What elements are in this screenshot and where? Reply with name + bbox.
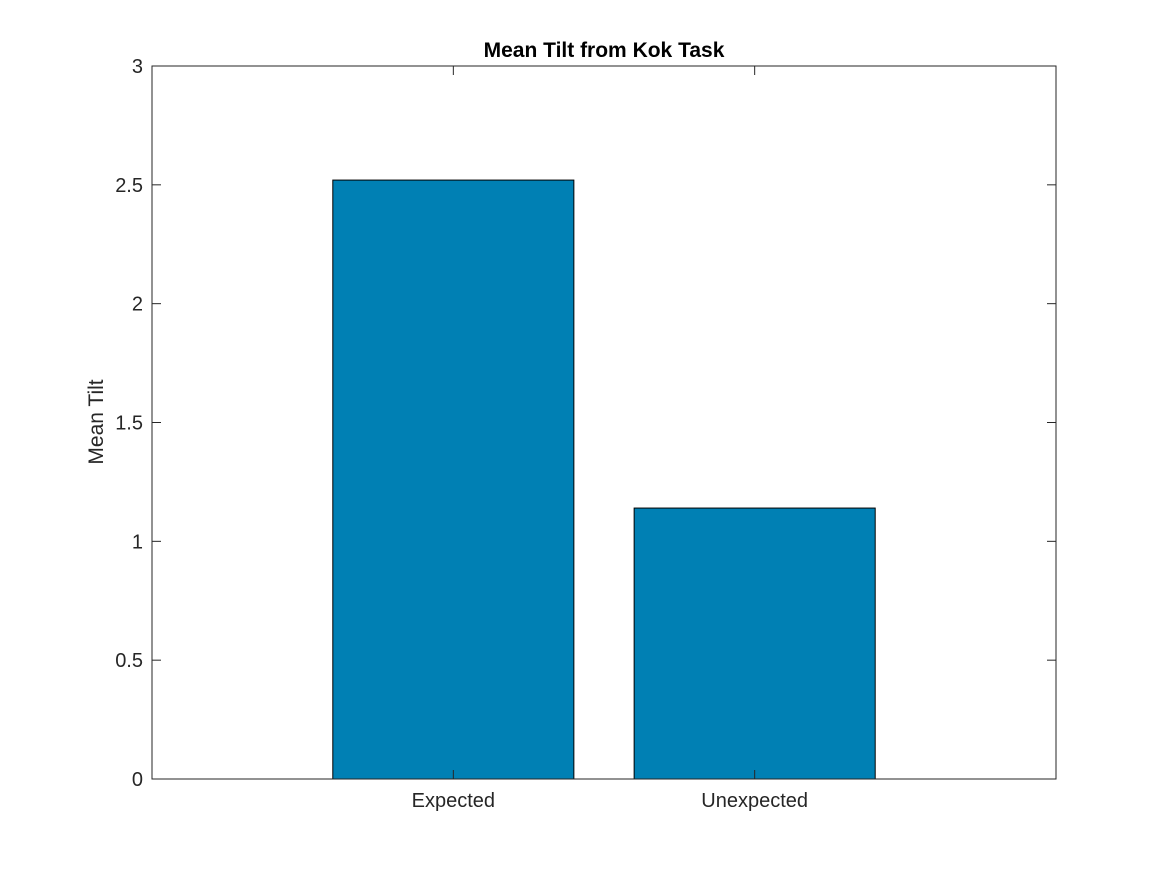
y-axis-label: Mean Tilt: [85, 379, 108, 464]
x-tick-label-expected: Expected: [412, 790, 495, 812]
bar-expected: [332, 179, 575, 780]
y-tick-labels: 0 0.5 1 1.5 2 2.5 3: [115, 56, 143, 791]
y-tick-label: 0.5: [115, 650, 143, 672]
y-tick-label: 2.5: [115, 175, 143, 197]
y-tick-label: 3: [132, 56, 143, 78]
x-tick-label-unexpected: Unexpected: [701, 790, 808, 812]
bar-unexpected: [633, 507, 876, 780]
ticks-group: [152, 65, 1056, 780]
bars-group: [332, 179, 876, 780]
axes-box: [151, 65, 1057, 780]
y-tick-label: 2: [132, 294, 143, 316]
x-tick-labels: Expected Unexpected: [412, 790, 808, 812]
y-tick-label: 1: [132, 531, 143, 553]
y-tick-label: 0: [132, 769, 143, 791]
chart-title: Mean Tilt from Kok Task: [484, 39, 725, 62]
y-tick-label: 1.5: [115, 413, 143, 435]
